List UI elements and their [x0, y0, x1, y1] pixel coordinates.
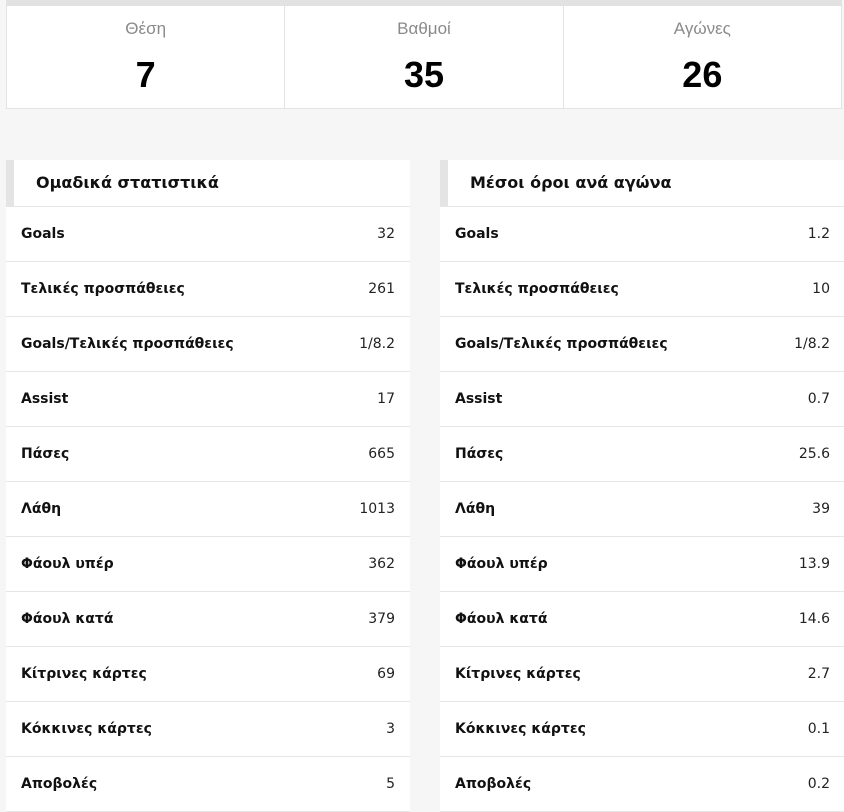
table-row: Φάουλ κατά 14.6	[440, 592, 844, 647]
table-row: Φάουλ υπέρ 362	[6, 537, 410, 592]
stat-value: 665	[368, 446, 395, 462]
stat-label: Φάουλ κατά	[21, 611, 114, 627]
stat-label: Φάουλ υπέρ	[21, 556, 114, 572]
table-row: Φάουλ κατά 379	[6, 592, 410, 647]
stat-value: 362	[368, 556, 395, 572]
stat-value: 0.7	[807, 391, 830, 407]
stat-label: Assist	[21, 391, 69, 407]
stat-label: Λάθη	[455, 501, 496, 517]
team-stats-panel: Ομαδικά στατιστικά Goals 32 Τελικές προσπ…	[6, 160, 410, 812]
stat-label: Goals/Τελικές προσπάθειες	[21, 336, 234, 352]
panel-title: Ομαδικά στατιστικά	[6, 160, 410, 207]
table-row: Goals 32	[6, 207, 410, 262]
table-row: Τελικές προσπάθειες 261	[6, 262, 410, 317]
stat-value: 5	[386, 776, 395, 792]
stat-value: 3	[386, 721, 395, 737]
stat-value: 39	[812, 501, 830, 517]
stat-label: Goals	[21, 226, 65, 242]
panel-title: Μέσοι όροι ανά αγώνα	[440, 160, 844, 207]
stat-value: 1/8.2	[359, 336, 395, 352]
table-row: Τελικές προσπάθειες 10	[440, 262, 844, 317]
stat-value: 2.7	[807, 666, 830, 682]
table-row: Κίτρινες κάρτες 69	[6, 647, 410, 702]
stat-value: 379	[368, 611, 395, 627]
table-row: Κόκκινες κάρτες 0.1	[440, 702, 844, 757]
stat-value: 261	[368, 281, 395, 297]
stat-value: 0.1	[807, 721, 830, 737]
summary-label: Αγώνες	[673, 19, 731, 38]
stat-label: Φάουλ υπέρ	[455, 556, 548, 572]
stat-value: 17	[377, 391, 395, 407]
table-row: Goals/Τελικές προσπάθειες 1/8.2	[440, 317, 844, 372]
per-game-panel: Μέσοι όροι ανά αγώνα Goals 1.2 Τελικές πρ…	[440, 160, 844, 812]
stat-label: Goals	[455, 226, 499, 242]
stat-value: 25.6	[798, 446, 830, 462]
stat-label: Κόκκινες κάρτες	[455, 721, 586, 737]
stat-label: Πάσες	[455, 446, 504, 462]
stat-value: 1/8.2	[794, 336, 830, 352]
top-divider	[6, 0, 842, 6]
stat-label: Κίτρινες κάρτες	[21, 666, 147, 682]
stat-value: 10	[812, 281, 830, 297]
summary-position: Θέση 7	[7, 6, 286, 108]
stat-label: Λάθη	[21, 501, 62, 517]
stat-label: Πάσες	[21, 446, 70, 462]
summary-points: Βαθμοί 35	[285, 6, 564, 108]
stat-label: Κίτρινες κάρτες	[455, 666, 581, 682]
table-row: Goals 1.2	[440, 207, 844, 262]
summary-games: Αγώνες 26	[564, 6, 841, 108]
summary-label: Θέση	[125, 19, 167, 38]
stat-label: Τελικές προσπάθειες	[455, 281, 619, 297]
table-row: Αποβολές 0.2	[440, 757, 844, 812]
table-row: Goals/Τελικές προσπάθειες 1/8.2	[6, 317, 410, 372]
stat-label: Φάουλ κατά	[455, 611, 548, 627]
table-row: Φάουλ υπέρ 13.9	[440, 537, 844, 592]
summary-value: 7	[135, 54, 156, 95]
stat-value: 69	[377, 666, 395, 682]
summary-value: 26	[682, 54, 723, 95]
table-row: Αποβολές 5	[6, 757, 410, 812]
stat-label: Κόκκινες κάρτες	[21, 721, 152, 737]
stat-value: 14.6	[798, 611, 830, 627]
team-summary: Θέση 7 Βαθμοί 35 Αγώνες 26	[6, 6, 842, 109]
table-row: Πάσες 25.6	[440, 427, 844, 482]
table-row: Assist 0.7	[440, 372, 844, 427]
stat-label: Αποβολές	[21, 776, 98, 792]
table-row: Κόκκινες κάρτες 3	[6, 702, 410, 757]
table-row: Assist 17	[6, 372, 410, 427]
summary-label: Βαθμοί	[397, 19, 451, 38]
stat-value: 13.9	[798, 556, 830, 572]
table-row: Λάθη 1013	[6, 482, 410, 537]
table-row: Πάσες 665	[6, 427, 410, 482]
stat-label: Assist	[455, 391, 503, 407]
stat-label: Goals/Τελικές προσπάθειες	[455, 336, 668, 352]
stat-label: Τελικές προσπάθειες	[21, 281, 185, 297]
stat-value: 1013	[359, 501, 395, 517]
stat-label: Αποβολές	[455, 776, 532, 792]
summary-value: 35	[403, 54, 445, 95]
table-row: Λάθη 39	[440, 482, 844, 537]
stat-value: 1.2	[807, 226, 830, 242]
table-row: Κίτρινες κάρτες 2.7	[440, 647, 844, 702]
stat-value: 32	[377, 226, 395, 242]
stat-value: 0.2	[807, 776, 830, 792]
